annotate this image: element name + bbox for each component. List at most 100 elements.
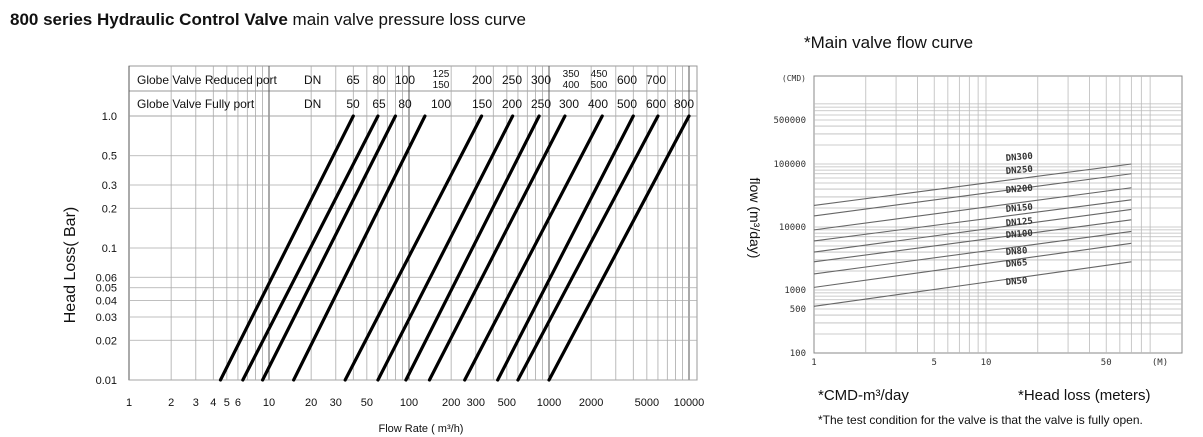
pressure-loss-line-dn150 bbox=[343, 114, 484, 382]
left-xtick-30: 30 bbox=[330, 397, 342, 409]
reduced-port-dn-300: 300 bbox=[531, 73, 551, 87]
reduced-port-dn-65: 65 bbox=[346, 73, 360, 87]
pressure-loss-line-dn500 bbox=[496, 114, 635, 382]
left-x-axis-label: Flow Rate ( m³/h) bbox=[379, 423, 464, 435]
reduced-port-dn-450-500: 450 500 bbox=[591, 69, 608, 91]
reduced-port-dn-600: 600 bbox=[617, 73, 637, 87]
right-xtick-5: 5 bbox=[932, 358, 937, 368]
right-ytick-500: 500 bbox=[790, 305, 806, 315]
right-ytick-10000: 10000 bbox=[779, 223, 806, 233]
pressure-loss-line-dn250 bbox=[404, 114, 541, 382]
left-ytick-1.0: 1.0 bbox=[102, 111, 117, 123]
page-title: 800 series Hydraulic Control Valve main … bbox=[10, 10, 526, 30]
flow-curve-label-dn80: DN80 bbox=[1005, 246, 1027, 258]
title-bold: 800 series Hydraulic Control Valve bbox=[10, 10, 288, 29]
header-full-port-label: Globe Valve Fully port bbox=[137, 97, 255, 111]
full-port-dn-250: 250 bbox=[531, 97, 551, 111]
flow-curve-dn300 bbox=[813, 163, 1132, 206]
right-ytick-100000: 100000 bbox=[773, 160, 806, 170]
left-plot-frame bbox=[128, 65, 698, 381]
left-xtick-10: 10 bbox=[263, 397, 275, 409]
left-xtick-300: 300 bbox=[467, 397, 485, 409]
right-xtick-10: 10 bbox=[981, 358, 992, 368]
flow-curve-dn200 bbox=[813, 187, 1132, 231]
left-xtick-200: 200 bbox=[442, 397, 460, 409]
full-port-dn-500: 500 bbox=[617, 97, 637, 111]
left-xtick-4: 4 bbox=[210, 397, 216, 409]
full-port-dn-65: 65 bbox=[372, 97, 386, 111]
left-ytick-0.2: 0.2 bbox=[102, 203, 117, 215]
full-port-dn-300: 300 bbox=[559, 97, 579, 111]
flow-curve-label-dn150: DN150 bbox=[1005, 203, 1033, 215]
full-port-dn-600: 600 bbox=[646, 97, 666, 111]
pressure-loss-line-dn200 bbox=[376, 114, 515, 382]
flow-curve-label-dn300: DN300 bbox=[1005, 152, 1033, 164]
flow-curve-label-dn50: DN50 bbox=[1005, 276, 1027, 288]
header-reduced-port-label: Globe Valve Reduced port bbox=[137, 73, 278, 87]
left-y-axis-label: Head Loss( Bar) bbox=[62, 207, 79, 324]
pressure-loss-line-dn65 bbox=[241, 114, 380, 382]
cmd-note: *CMD-m³/day bbox=[818, 387, 909, 404]
right-y-axis-label: flow (m³/day) bbox=[747, 178, 763, 259]
pressure-loss-line-dn400 bbox=[463, 114, 604, 382]
title-rest: main valve pressure loss curve bbox=[287, 10, 526, 29]
right-x-unit: (M) bbox=[1152, 358, 1168, 368]
left-xtick-5: 5 bbox=[224, 397, 230, 409]
left-xtick-10000: 10000 bbox=[674, 397, 705, 409]
flow-curve-label-dn100: DN100 bbox=[1005, 229, 1033, 241]
pressure-loss-line-dn800 bbox=[547, 114, 691, 382]
left-ytick-0.03: 0.03 bbox=[96, 312, 117, 324]
left-ytick-0.1: 0.1 bbox=[102, 243, 117, 255]
flow-curve-label-dn250: DN250 bbox=[1005, 165, 1033, 177]
full-port-dn-800: 800 bbox=[674, 97, 694, 111]
left-ytick-0.5: 0.5 bbox=[102, 151, 117, 163]
flow-curve-dn100 bbox=[813, 219, 1132, 263]
reduced-port-dn-200: 200 bbox=[472, 73, 492, 87]
left-xtick-1000: 1000 bbox=[537, 397, 561, 409]
pressure-loss-line-dn50 bbox=[218, 114, 355, 382]
right-xtick-1: 1 bbox=[811, 358, 816, 368]
right-ytick-1000: 1000 bbox=[784, 286, 806, 296]
left-xtick-6: 6 bbox=[235, 397, 241, 409]
left-xtick-20: 20 bbox=[305, 397, 317, 409]
left-ytick-0.06: 0.06 bbox=[96, 272, 117, 284]
flow-curve-label-dn65: DN65 bbox=[1005, 258, 1027, 270]
header-dn-label-reduced: DN bbox=[304, 73, 321, 87]
pressure-loss-line-dn300 bbox=[427, 114, 567, 382]
header-dn-label-full: DN bbox=[304, 97, 321, 111]
right-plot-frame bbox=[813, 75, 1183, 354]
test-condition-footnote: *The test condition for the valve is tha… bbox=[818, 413, 1143, 427]
left-ytick-0.3: 0.3 bbox=[102, 180, 117, 192]
pressure-loss-line-dn100 bbox=[292, 114, 427, 382]
full-port-dn-150: 150 bbox=[472, 97, 492, 111]
left-xtick-2: 2 bbox=[168, 397, 174, 409]
left-xtick-2000: 2000 bbox=[579, 397, 603, 409]
pressure-loss-line-dn80 bbox=[260, 114, 398, 382]
full-port-dn-50: 50 bbox=[346, 97, 360, 111]
flow-curve-dn150 bbox=[813, 199, 1132, 242]
flow-curve-dn65 bbox=[813, 242, 1132, 288]
left-xtick-3: 3 bbox=[193, 397, 199, 409]
flow-curve-dn125 bbox=[813, 208, 1132, 253]
flow-curve-dn50 bbox=[813, 261, 1132, 307]
head-loss-note: *Head loss (meters) bbox=[1018, 387, 1151, 404]
full-port-dn-400: 400 bbox=[588, 97, 608, 111]
flow-curve-label-dn200: DN200 bbox=[1005, 184, 1033, 196]
full-port-dn-100: 100 bbox=[431, 97, 451, 111]
full-port-dn-80: 80 bbox=[398, 97, 412, 111]
left-xtick-100: 100 bbox=[400, 397, 418, 409]
left-ytick-0.01: 0.01 bbox=[96, 375, 117, 387]
reduced-port-dn-80: 80 bbox=[372, 73, 386, 87]
reduced-port-dn-700: 700 bbox=[646, 73, 666, 87]
left-xtick-50: 50 bbox=[361, 397, 373, 409]
right-y-unit: (CMD) bbox=[782, 74, 806, 83]
reduced-port-dn-350-400: 350 400 bbox=[563, 69, 580, 91]
flow-curve-dn250 bbox=[813, 173, 1132, 217]
flow-curve-dn80 bbox=[813, 230, 1132, 275]
right-chart-title: *Main valve flow curve bbox=[804, 33, 974, 52]
left-ytick-0.02: 0.02 bbox=[96, 335, 117, 347]
left-ytick-0.05: 0.05 bbox=[96, 283, 117, 295]
reduced-port-dn-250: 250 bbox=[502, 73, 522, 87]
reduced-port-dn-100: 100 bbox=[395, 73, 415, 87]
